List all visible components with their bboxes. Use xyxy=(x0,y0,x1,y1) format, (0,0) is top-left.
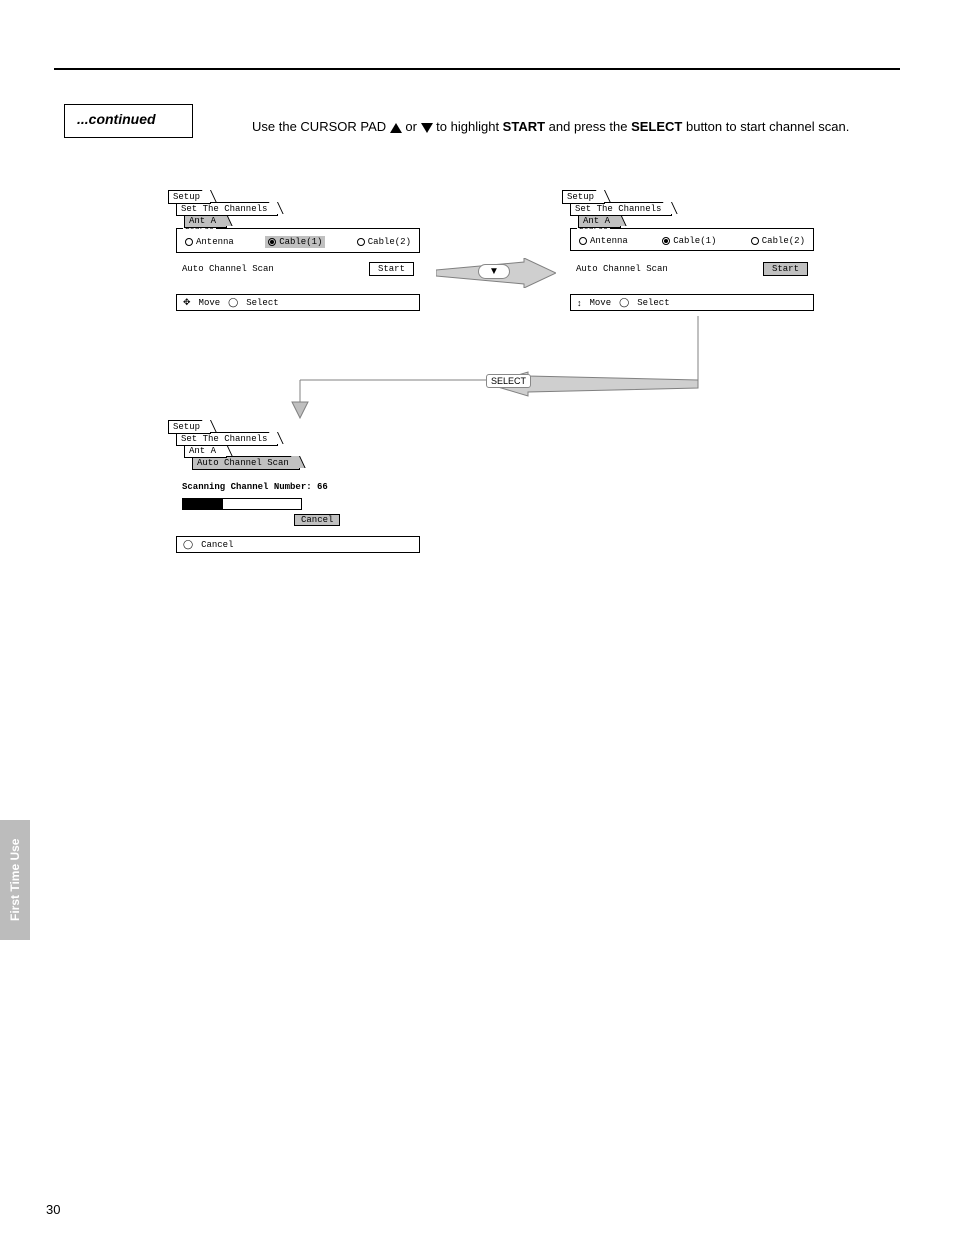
radio-cable1[interactable]: Cable(1) xyxy=(265,236,325,248)
select-icon: ◯ xyxy=(619,297,629,308)
tab-setup-label: Setup xyxy=(567,192,594,202)
tab-setup: Setup xyxy=(168,190,211,204)
tab-set-channels: Set The Channels xyxy=(176,432,278,446)
page-number: 30 xyxy=(46,1202,60,1217)
radio-icon xyxy=(751,237,759,245)
radio-antenna[interactable]: Antenna xyxy=(185,236,234,248)
instr-s3: button to start channel scan. xyxy=(686,119,849,134)
radio-cable2[interactable]: Cable(2) xyxy=(357,236,411,248)
tab-auto-scan-label: Auto Channel Scan xyxy=(197,458,289,468)
tab-set-channels: Set The Channels xyxy=(176,202,278,216)
radio-cable2-label: Cable(2) xyxy=(368,237,411,247)
osd-footer: ✥ Move ◯ Select xyxy=(176,294,420,311)
cancel-icon: ◯ xyxy=(183,539,193,550)
tab-ant-a: Ant A xyxy=(184,214,227,228)
continued-box: ...continued xyxy=(64,104,193,138)
flow-arrow-icon xyxy=(288,316,718,420)
source-options: Antenna Cable(1) Cable(2) xyxy=(181,236,415,248)
flow-a-to-b: ▼ xyxy=(436,258,556,293)
tab-set-channels-label: Set The Channels xyxy=(181,434,267,444)
osd-panel-c: Setup Set The Channels Ant A Auto Channe… xyxy=(168,420,428,600)
osd-footer: ↕ Move ◯ Select xyxy=(570,294,814,311)
continued-label: ...continued xyxy=(77,111,156,127)
tab-auto-scan: Auto Channel Scan xyxy=(192,456,300,470)
radio-cable2-label: Cable(2) xyxy=(762,236,805,246)
tab-ant-a-label: Ant A xyxy=(583,216,610,226)
instr-s2: and press the xyxy=(549,119,631,134)
remote-down-button: ▼ xyxy=(478,264,510,279)
move-icon: ↕ xyxy=(577,298,582,308)
radio-cable1-label: Cable(1) xyxy=(279,237,322,247)
tab-ant-a-label: Ant A xyxy=(189,446,216,456)
tab-set-channels-label: Set The Channels xyxy=(181,204,267,214)
tab-ant-a: Ant A xyxy=(184,444,227,458)
tab-set-channels-label: Set The Channels xyxy=(575,204,661,214)
tab-setup: Setup xyxy=(168,420,211,434)
radio-antenna[interactable]: Antenna xyxy=(579,236,628,246)
tab-setup: Setup xyxy=(562,190,605,204)
scanning-status: Scanning Channel Number: 66 xyxy=(182,482,328,492)
source-options: Antenna Cable(1) Cable(2) xyxy=(575,236,809,246)
instruction-text: Use the CURSOR PAD or to highlight START… xyxy=(252,118,874,136)
top-rule xyxy=(54,68,900,70)
auto-scan-label: Auto Channel Scan xyxy=(182,264,274,274)
footer-move-label: Move xyxy=(590,298,612,308)
tab-setup-label: Setup xyxy=(173,192,200,202)
footer-cancel-label: Cancel xyxy=(201,540,233,550)
cancel-button-label: Cancel xyxy=(301,515,333,525)
flow-b-to-c: SELECT xyxy=(288,316,718,425)
footer-select-label: Select xyxy=(637,298,669,308)
cancel-button[interactable]: Cancel xyxy=(294,514,340,526)
auto-scan-row: Auto Channel Scan Start xyxy=(576,262,808,276)
instr-start: START xyxy=(503,119,545,134)
start-button[interactable]: Start xyxy=(763,262,808,276)
remote-select-button: SELECT xyxy=(486,374,531,388)
start-button[interactable]: Start xyxy=(369,262,414,276)
tab-setup-label: Setup xyxy=(173,422,200,432)
select-icon: ◯ xyxy=(228,297,238,308)
radio-cable1-label: Cable(1) xyxy=(673,236,716,246)
osd-footer: ◯ Cancel xyxy=(176,536,420,553)
source-fieldset: Source Antenna Cable(1) Cable(2) xyxy=(570,228,814,251)
cursor-up-icon xyxy=(390,123,402,133)
radio-antenna-label: Antenna xyxy=(196,237,234,247)
radio-cable2[interactable]: Cable(2) xyxy=(751,236,805,246)
scan-progress xyxy=(182,498,302,510)
auto-scan-row: Auto Channel Scan Start xyxy=(182,262,414,276)
tab-ant-a: Ant A xyxy=(578,214,621,228)
instr-select: SELECT xyxy=(631,119,682,134)
select-label: SELECT xyxy=(491,376,526,386)
start-button-label: Start xyxy=(378,264,405,274)
move-icon: ✥ xyxy=(183,297,191,308)
instr-s1: to highlight xyxy=(436,119,503,134)
radio-icon xyxy=(579,237,587,245)
radio-antenna-label: Antenna xyxy=(590,236,628,246)
auto-scan-label: Auto Channel Scan xyxy=(576,264,668,274)
instr-prefix: Use the CURSOR PAD xyxy=(252,119,390,134)
radio-cable1[interactable]: Cable(1) xyxy=(662,236,716,246)
scan-progress-fill xyxy=(183,499,223,509)
footer-move-label: Move xyxy=(199,298,221,308)
cursor-down-icon xyxy=(421,123,433,133)
radio-icon xyxy=(268,238,276,246)
radio-icon xyxy=(662,237,670,245)
down-glyph: ▼ xyxy=(489,266,499,277)
start-button-label: Start xyxy=(772,264,799,274)
radio-icon xyxy=(185,238,193,246)
tab-ant-a-label: Ant A xyxy=(189,216,216,226)
footer-select-label: Select xyxy=(246,298,278,308)
tab-set-channels: Set The Channels xyxy=(570,202,672,216)
instr-mid: or xyxy=(405,119,420,134)
side-tab-label: First Time Use xyxy=(8,839,22,921)
side-tab: First Time Use xyxy=(0,820,30,940)
source-fieldset: Source Antenna Cable(1) Cable(2) xyxy=(176,228,420,253)
radio-icon xyxy=(357,238,365,246)
